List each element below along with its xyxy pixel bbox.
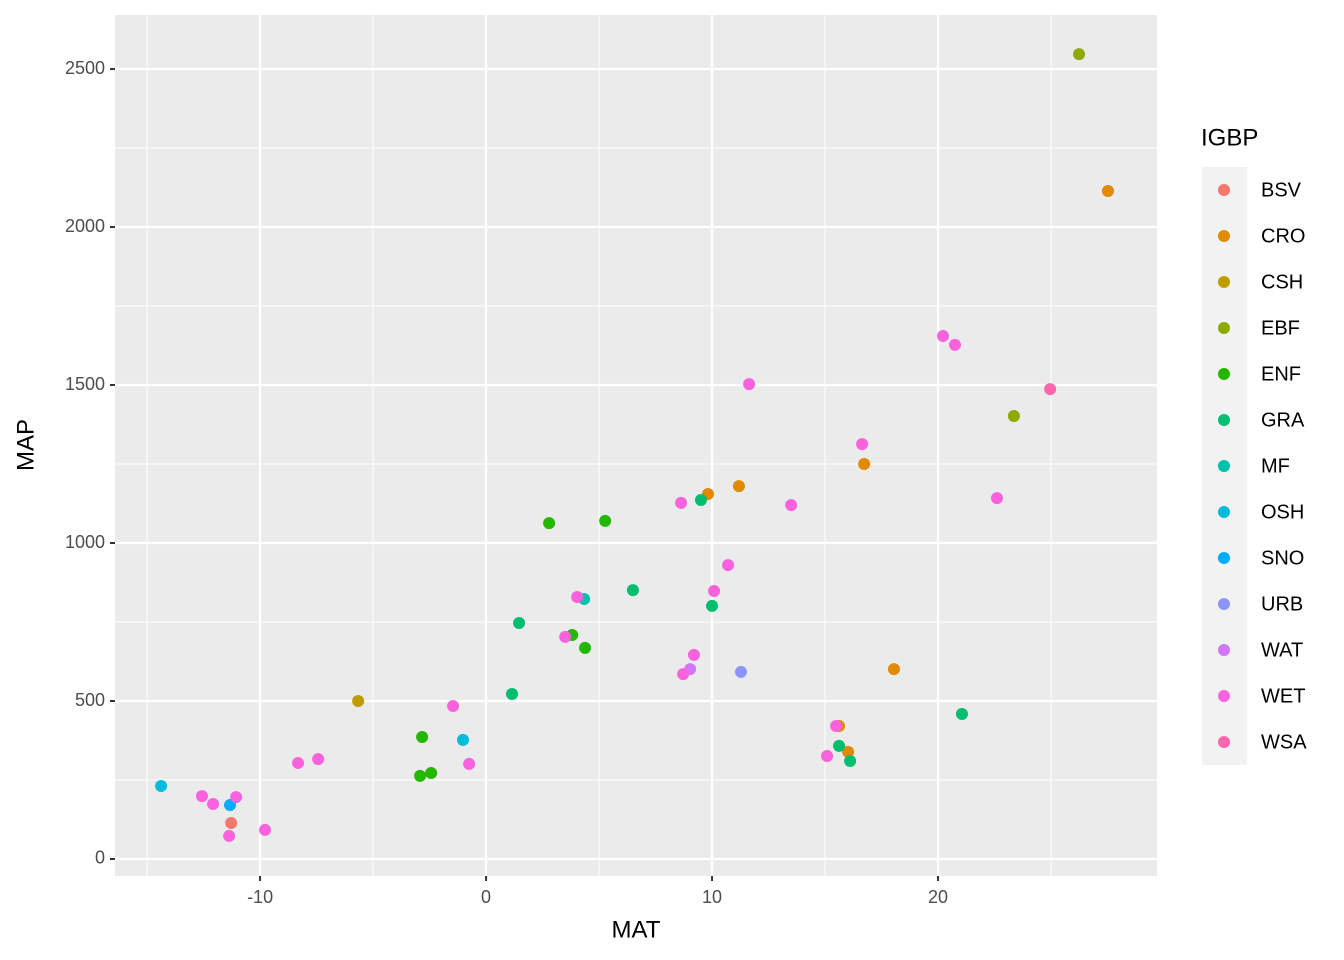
point [626, 584, 639, 597]
point [513, 616, 526, 629]
x-axis-title: MAT [612, 916, 661, 943]
point [821, 749, 834, 762]
legend-key [1218, 552, 1230, 564]
legend-key [1218, 230, 1230, 242]
legend-label: BSV [1261, 179, 1302, 201]
point [1073, 48, 1086, 61]
legend-label: CSH [1261, 271, 1303, 293]
point [579, 641, 592, 654]
x-tick-label: 20 [928, 887, 948, 907]
point [312, 753, 325, 766]
legend-key [1218, 184, 1230, 196]
point [457, 733, 470, 746]
point [1101, 185, 1114, 198]
legend-label: GRA [1261, 409, 1305, 431]
point [155, 780, 168, 793]
point [936, 330, 949, 343]
point [352, 695, 365, 708]
y-tick-label: 1500 [65, 374, 105, 394]
point [599, 514, 612, 527]
y-tick-label: 500 [75, 690, 105, 710]
legend-key [1218, 414, 1230, 426]
y-tick-label: 2500 [65, 58, 105, 78]
x-tick-label: 0 [481, 887, 491, 907]
legend-label: WSA [1261, 731, 1307, 753]
point [1007, 409, 1020, 422]
y-axis-title: MAP [12, 419, 39, 471]
legend-label: CRO [1261, 225, 1305, 247]
legend-label: WET [1261, 685, 1305, 707]
point [955, 707, 968, 720]
point [830, 719, 843, 732]
legend-key [1218, 598, 1230, 610]
legend-key [1218, 460, 1230, 472]
legend-label: MF [1261, 455, 1290, 477]
point [785, 499, 798, 512]
legend-key [1218, 368, 1230, 380]
point [425, 767, 438, 780]
point [706, 599, 719, 612]
point [543, 517, 556, 530]
legend-key [1218, 736, 1230, 748]
legend-label: ENF [1261, 363, 1301, 385]
point [571, 591, 584, 604]
point [414, 769, 427, 782]
y-tick-label: 2000 [65, 216, 105, 236]
legend-label: URB [1261, 593, 1303, 615]
legend-key [1218, 690, 1230, 702]
legend-label: EBF [1261, 317, 1300, 339]
point [1044, 383, 1057, 396]
point [722, 559, 735, 572]
panel [115, 15, 1157, 876]
point [259, 823, 272, 836]
point [292, 756, 305, 769]
point [463, 757, 476, 770]
point [230, 791, 243, 804]
point [856, 438, 869, 451]
legend-label: OSH [1261, 501, 1304, 523]
point [842, 745, 855, 758]
point [559, 630, 572, 643]
legend-key [1218, 276, 1230, 288]
point [991, 492, 1004, 505]
point [416, 731, 429, 744]
point [677, 668, 690, 681]
y-tick-label: 1000 [65, 532, 105, 552]
point [708, 585, 721, 598]
point [447, 700, 460, 713]
point [833, 739, 846, 752]
legend-title: IGBP [1201, 124, 1258, 151]
x-tick-label: -10 [247, 887, 273, 907]
point [734, 665, 747, 678]
point [225, 816, 238, 829]
point [196, 790, 209, 803]
legend-key [1218, 644, 1230, 656]
legend-key [1218, 506, 1230, 518]
point [844, 755, 857, 768]
point [948, 338, 961, 351]
legend-key [1218, 322, 1230, 334]
point [687, 648, 700, 661]
point [858, 458, 871, 471]
point [506, 688, 519, 701]
point [887, 663, 900, 676]
point [732, 480, 745, 493]
x-tick-label: 10 [702, 887, 722, 907]
point [675, 496, 688, 509]
legend-label: SNO [1261, 547, 1304, 569]
point [743, 378, 756, 391]
y-tick-label: 0 [95, 848, 105, 868]
point [694, 494, 707, 507]
point [207, 798, 220, 811]
point [223, 829, 236, 842]
legend-label: WAT [1261, 639, 1303, 661]
